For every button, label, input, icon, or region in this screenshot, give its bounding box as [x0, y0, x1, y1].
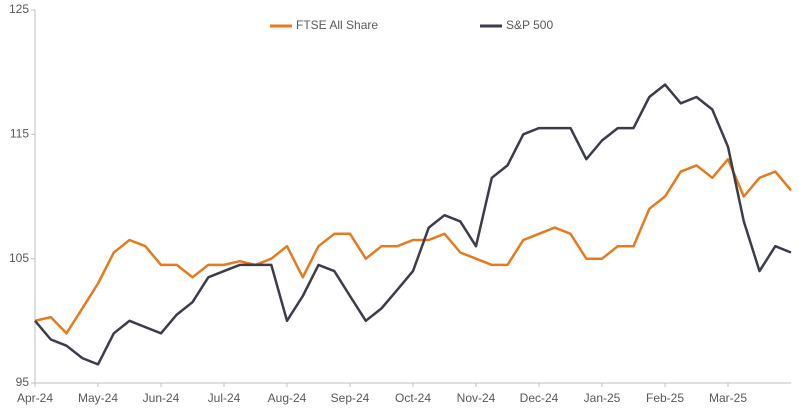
x-tick-label: Jul-24: [208, 391, 241, 405]
x-tick-label: Dec-24: [520, 391, 559, 405]
x-tick-label: Aug-24: [268, 391, 307, 405]
x-tick-label: Nov-24: [457, 391, 496, 405]
x-tick-label: Mar-25: [709, 391, 747, 405]
x-tick-label: Oct-24: [395, 391, 431, 405]
y-tick-label: 125: [9, 2, 29, 16]
legend-label: S&P 500: [506, 18, 553, 32]
x-tick-label: Jan-25: [584, 391, 621, 405]
x-tick-label: Sep-24: [331, 391, 370, 405]
legend-label: FTSE All Share: [296, 18, 378, 32]
x-tick-label: May-24: [78, 391, 118, 405]
y-tick-label: 115: [10, 127, 29, 141]
x-tick-label: Feb-25: [646, 391, 684, 405]
x-tick-label: Apr-24: [17, 391, 53, 405]
y-tick-label: 105: [9, 251, 29, 265]
series-line: [34, 83, 792, 366]
series-line: [34, 157, 792, 335]
x-tick-label: Jun-24: [143, 391, 180, 405]
y-tick-label: 95: [16, 375, 30, 389]
